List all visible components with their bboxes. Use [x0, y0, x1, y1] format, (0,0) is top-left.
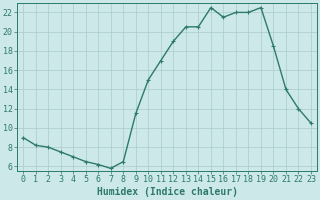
- X-axis label: Humidex (Indice chaleur): Humidex (Indice chaleur): [97, 187, 237, 197]
